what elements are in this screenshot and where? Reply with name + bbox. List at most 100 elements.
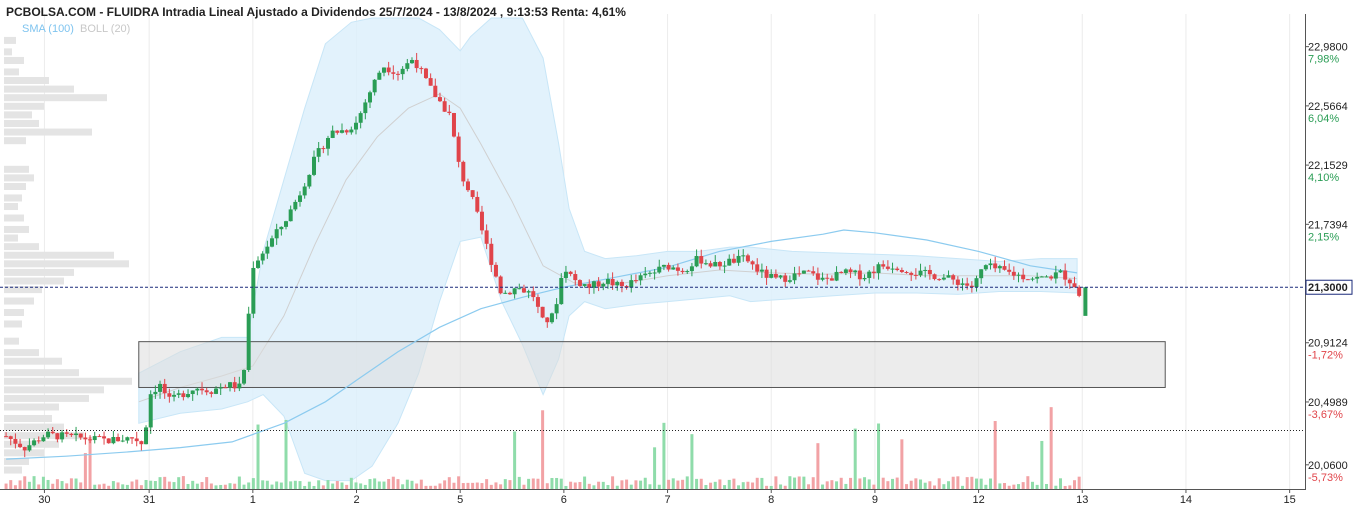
volume-bar-205 — [961, 485, 965, 489]
candle-body-142 — [666, 264, 671, 270]
candle-body-174 — [815, 273, 820, 280]
candle-body-195 — [913, 274, 918, 276]
profile-bar-13 — [4, 174, 34, 182]
candle-body-5 — [27, 445, 32, 451]
volume-bar-89 — [419, 479, 423, 489]
volume-bar-47 — [223, 484, 227, 489]
candle-body-214 — [1002, 266, 1007, 270]
candle-body-61 — [288, 209, 293, 222]
candle-body-99 — [465, 181, 470, 191]
candle-body-17 — [83, 437, 88, 440]
candle-body-148 — [694, 256, 699, 267]
candle-body-154 — [722, 265, 727, 267]
volume-bar-126 — [592, 485, 596, 489]
candle-body-18 — [88, 439, 93, 441]
candle-body-220 — [1030, 278, 1035, 280]
candle-body-76 — [358, 113, 363, 123]
candle-body-2 — [13, 438, 18, 444]
candle-body-19 — [92, 436, 97, 441]
volume-bar-174 — [816, 443, 820, 489]
candle-body-205 — [960, 283, 965, 285]
volume-bar-57 — [270, 484, 274, 489]
volume-bar-160 — [751, 482, 755, 489]
candle-body-103 — [484, 230, 489, 244]
volume-bar-153 — [718, 479, 722, 489]
volume-bar-143 — [671, 478, 675, 489]
volume-bar-141 — [662, 422, 666, 489]
candle-body-176 — [825, 277, 830, 279]
candle-body-175 — [820, 277, 825, 280]
volume-bar-229 — [1072, 480, 1076, 489]
volume-bar-129 — [606, 485, 610, 489]
volume-bar-173 — [811, 477, 815, 489]
volume-bar-117 — [550, 478, 554, 489]
candle-body-63 — [298, 195, 303, 202]
volume-bar-164 — [769, 485, 773, 489]
candle-body-200 — [937, 279, 942, 281]
candle-body-139 — [652, 272, 657, 274]
candle-body-138 — [647, 272, 652, 274]
volume-bar-101 — [475, 482, 479, 489]
volume-bar-3 — [18, 480, 22, 489]
candle-body-71 — [335, 130, 340, 133]
candle-body-180 — [843, 269, 848, 273]
profile-bar-14 — [4, 182, 26, 190]
volume-bar-113 — [531, 478, 535, 489]
candle-body-54 — [256, 260, 261, 268]
volume-bar-8 — [41, 476, 45, 489]
volume-bar-203 — [951, 476, 955, 489]
candle-body-170 — [797, 273, 802, 275]
current-price-label: 21,3000 — [1308, 282, 1348, 294]
volume-bar-108 — [508, 480, 512, 489]
candle-body-121 — [568, 271, 573, 275]
candle-body-60 — [284, 221, 289, 227]
volume-bar-71 — [335, 481, 339, 489]
candle-body-78 — [367, 92, 372, 103]
y-tick-label-7: 20,0600 — [1308, 460, 1348, 472]
volume-bar-214 — [1003, 482, 1007, 489]
volume-bar-162 — [760, 477, 764, 489]
x-tick-label-3: 2 — [353, 494, 359, 506]
candle-body-84 — [395, 73, 400, 75]
profile-bar-40 — [4, 440, 59, 448]
volume-bar-65 — [307, 481, 311, 489]
volume-bar-147 — [690, 434, 694, 489]
volume-bar-24 — [116, 482, 120, 489]
volume-bar-178 — [835, 481, 839, 489]
candle-body-106 — [498, 276, 503, 294]
candle-body-101 — [475, 196, 480, 212]
volume-bar-103 — [485, 479, 489, 489]
volume-bar-121 — [569, 481, 573, 489]
candle-body-189 — [885, 266, 890, 269]
candle-body-64 — [302, 186, 307, 196]
volume-bar-193 — [905, 484, 909, 489]
candle-body-204 — [955, 279, 960, 285]
volume-bar-85 — [401, 484, 405, 489]
candle-body-82 — [386, 67, 391, 73]
candle-body-134 — [629, 280, 634, 288]
candle-body-62 — [293, 201, 298, 210]
candle-body-74 — [349, 129, 354, 133]
volume-bar-184 — [863, 477, 867, 489]
candle-body-131 — [615, 281, 620, 286]
x-tick-label-1: 31 — [143, 494, 155, 506]
candle-body-219 — [1025, 279, 1030, 281]
volume-bar-107 — [503, 479, 507, 489]
volume-bar-144 — [676, 480, 680, 489]
volume-bar-68 — [321, 485, 325, 489]
volume-bar-138 — [648, 484, 652, 489]
volume-bar-213 — [998, 483, 1002, 489]
profile-bar-7 — [4, 102, 44, 110]
volume-bar-6 — [32, 476, 36, 489]
volume-bar-63 — [298, 481, 302, 489]
volume-bar-116 — [545, 483, 549, 489]
volume-bar-46 — [219, 484, 223, 489]
volume-bar-191 — [895, 477, 899, 489]
candle-body-109 — [512, 288, 517, 295]
volume-bar-188 — [881, 477, 885, 489]
volume-bar-123 — [578, 482, 582, 489]
volume-bar-39 — [186, 483, 190, 489]
volume-bar-177 — [830, 480, 834, 489]
volume-bar-37 — [177, 477, 181, 489]
